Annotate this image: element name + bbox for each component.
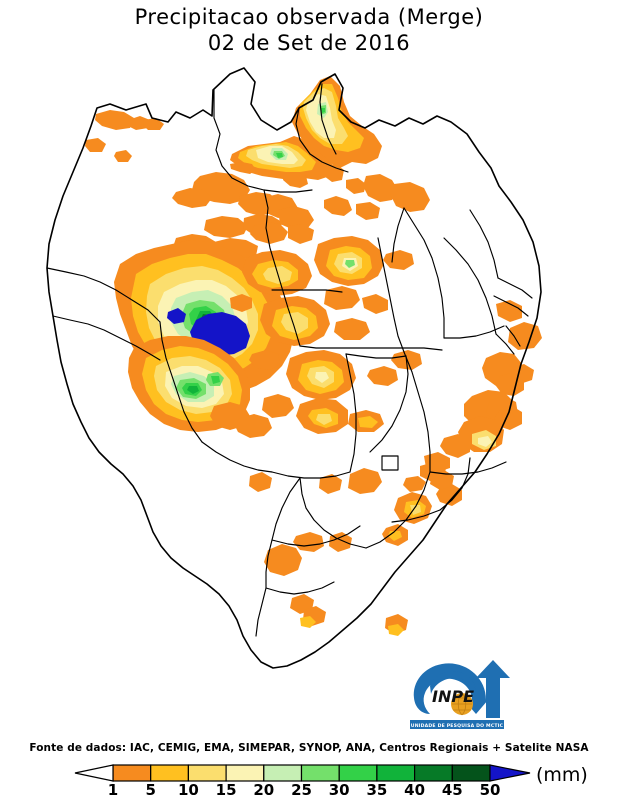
- legend-swatch: [376, 764, 416, 782]
- precip-region-mato-grosso: [210, 250, 356, 438]
- legend-swatch: [451, 764, 491, 782]
- legend-left-arrow: [74, 764, 114, 782]
- legend-tick-label: 35: [366, 781, 387, 798]
- legend-tick-label: 5: [145, 781, 155, 798]
- precip-region-sul: [264, 532, 408, 636]
- state-boundaries: [46, 83, 533, 637]
- brazil-precipitation-map: [0, 58, 618, 730]
- legend-swatch: [338, 764, 378, 782]
- map-svg: [46, 67, 542, 669]
- legend-tick-label: 1: [108, 781, 118, 798]
- legend-tick-label: 15: [216, 781, 237, 798]
- legend-tick-label: 40: [404, 781, 425, 798]
- legend-tick-labels: 1 5 10 15 20 25 30 35 40 45 50: [108, 781, 501, 798]
- precip-region-tocantins-maranhao: [296, 236, 422, 434]
- inpe-tagline-banner: [410, 720, 504, 729]
- legend-tick-label: 10: [178, 781, 199, 798]
- legend-swatch: [187, 764, 227, 782]
- inpe-logo: INPE UNIDADE DE PESQUISA DO MCTIC: [398, 652, 516, 732]
- precip-region-sudeste: [348, 452, 462, 546]
- legend-colorbar: 1 5 10 15 20 25 30 35 40 45 50: [0, 762, 618, 798]
- brazil-borders: [46, 67, 542, 669]
- page-title: Precipitacao observada (Merge) 02 de Set…: [0, 4, 618, 56]
- inpe-wordmark: INPE: [432, 687, 474, 706]
- svg-text:INPE: INPE: [432, 687, 474, 706]
- legend-tick-label: 25: [291, 781, 312, 798]
- inpe-logo-svg: INPE UNIDADE DE PESQUISA DO MCTIC: [410, 660, 510, 729]
- legend-swatch: [414, 764, 453, 782]
- inpe-tagline: UNIDADE DE PESQUISA DO MCTIC: [411, 723, 504, 729]
- precip-region-amapa: [230, 76, 430, 220]
- legend-right-arrow: [489, 764, 531, 782]
- legend-swatch: [263, 764, 303, 782]
- legend-tick-label: 30: [329, 781, 350, 798]
- precip-region-leste: [440, 300, 542, 458]
- title-line-2: 02 de Set de 2016: [207, 31, 411, 55]
- legend-swatch: [225, 764, 265, 782]
- legend-tick-label: 50: [480, 781, 501, 798]
- legend-swatch: [112, 764, 152, 782]
- precipitation-field: [85, 76, 542, 636]
- legend-swatch: [150, 764, 189, 782]
- precip-region-norte-noroeste: [85, 110, 164, 162]
- legend-unit: (mm): [536, 764, 588, 786]
- inpe-arrow-graphic: [413, 660, 510, 718]
- legend-swatch: [300, 764, 340, 782]
- legend-tick-label: 45: [442, 781, 463, 798]
- precip-region-centro-sul: [249, 472, 342, 494]
- legend-svg: 1 5 10 15 20 25 30 35 40 45 50: [74, 764, 531, 798]
- title-line-1: Precipitacao observada (Merge): [134, 5, 484, 29]
- legend-tick-label: 20: [253, 781, 274, 798]
- legend-swatches: [112, 764, 531, 782]
- data-source-text: Fonte de dados: IAC, CEMIG, EMA, SIMEPAR…: [29, 742, 589, 754]
